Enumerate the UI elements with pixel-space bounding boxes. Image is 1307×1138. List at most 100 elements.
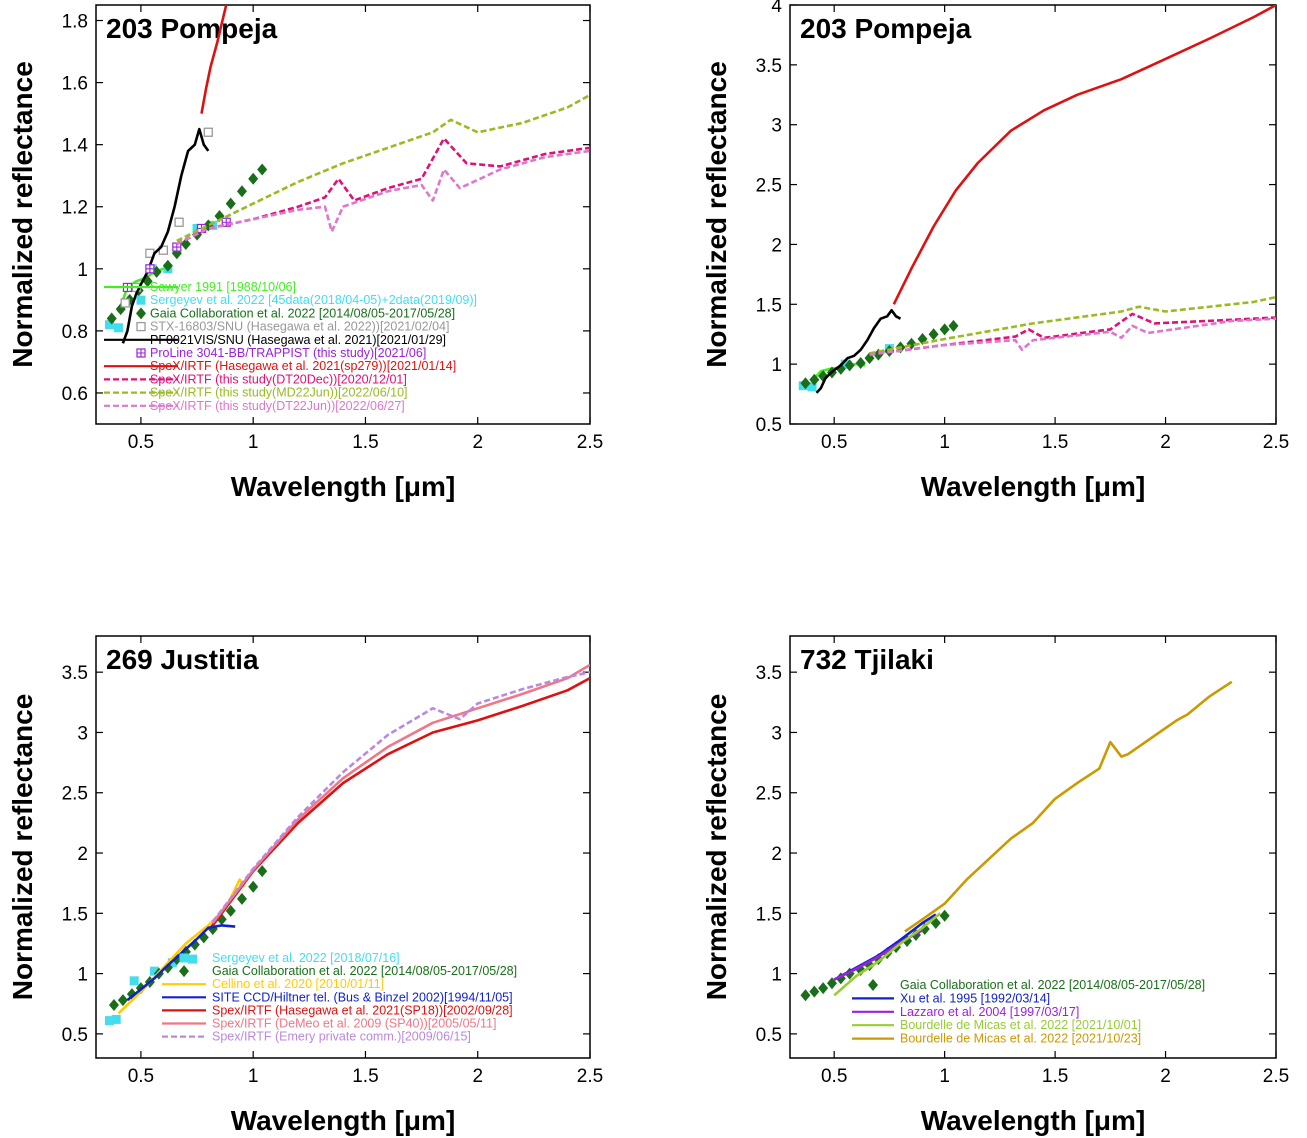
y-tick-label: 1 (77, 965, 88, 986)
legend-entry: STX-16803/SNU (Hasegawa et al. 2022))[20… (150, 320, 449, 334)
y-tick-label: 0.6 (62, 384, 88, 405)
data-point (919, 922, 930, 935)
data-point (225, 904, 236, 917)
data-point (800, 989, 811, 1002)
y-tick-label: 1.6 (62, 74, 88, 95)
plot-frame (95, 635, 591, 1059)
legend-entry: SpeX/IRTF (Hasegawa et al. 2021(sp279))[… (150, 359, 456, 373)
legend-entry: Sawyer 1991 [1988/10/06] (150, 280, 296, 294)
y-axis-label: Normalized reflectance (7, 61, 38, 368)
data-point (162, 259, 173, 272)
series-line (892, 5, 1276, 305)
data-point (818, 982, 829, 995)
series-line (200, 5, 228, 114)
data-point-cross (222, 218, 231, 227)
y-tick-label: 3.5 (756, 56, 782, 77)
data-point (129, 976, 139, 986)
data-point (826, 977, 837, 990)
data-point (807, 382, 817, 392)
x-tick-label: 1 (248, 1066, 259, 1087)
chart-panel-4: 0.5 1 1.5 2 2.5 0.5 1 1.5 2 2.5 3 3.5 Wavelength [μm… (701, 635, 1289, 1136)
legend-marker-cross (137, 349, 145, 357)
data-point-cross (145, 264, 154, 273)
legend-marker (868, 979, 878, 991)
y-tick-label: 0.5 (756, 415, 782, 436)
data-point (188, 954, 198, 964)
plot-area (798, 5, 1276, 394)
x-tick-label: 0.5 (128, 1066, 154, 1087)
data-point (108, 998, 119, 1011)
data-point (248, 172, 259, 185)
x-axis-label: Wavelength [μm] (231, 471, 456, 502)
data-point (113, 323, 123, 333)
data-point (106, 312, 117, 325)
chart-title: 269 Justitia (106, 644, 259, 675)
x-tick-label: 2 (1160, 1066, 1171, 1087)
data-point (257, 163, 268, 176)
data-point (180, 237, 191, 250)
x-axis-label: Wavelength [μm] (921, 1105, 1146, 1136)
x-tick-label: 0.5 (821, 1066, 847, 1087)
data-point-cross (172, 243, 181, 252)
x-tick-label: 0.5 (128, 432, 154, 453)
data-point (149, 966, 159, 976)
legend-entry: SITE CCD/Hiltner tel. (Bus & Binzel 2002… (212, 990, 513, 1004)
y-tick-label: 1.8 (62, 12, 88, 33)
legend-entry: PF0021VIS/SNU (Hasegawa et al. 2021)[202… (150, 333, 446, 347)
data-point (855, 356, 866, 369)
data-point (840, 359, 850, 369)
y-tick-label: 0.5 (756, 1025, 782, 1046)
y-tick-label: 2.5 (756, 784, 782, 805)
y-tick-label: 3 (77, 723, 88, 744)
data-point (104, 1016, 114, 1026)
x-tick-label: 1.5 (352, 1066, 378, 1087)
legend-marker (136, 321, 146, 332)
series-line (869, 317, 1276, 356)
series-line (211, 677, 590, 927)
x-tick-label: 1.5 (1042, 432, 1068, 453)
chart-title: 203 Pompeja (106, 13, 278, 44)
legend-entry: Xu et al. 1995 [1992/03/14] (900, 991, 1050, 1005)
y-axis-label: Normalized reflectance (701, 61, 732, 368)
plot-area (104, 663, 590, 1026)
y-tick-label: 0.8 (62, 322, 88, 343)
x-tick-label: 1.5 (1042, 1066, 1068, 1087)
data-point (248, 880, 259, 893)
legend: Sawyer 1991 [1988/10/06]Sergeyev et al. … (104, 280, 477, 413)
y-tick-label: 4 (771, 0, 782, 17)
x-tick-label: 1.5 (352, 432, 378, 453)
data-point (225, 197, 236, 210)
series-line (833, 912, 942, 997)
data-point (120, 298, 130, 308)
series-line (869, 312, 1276, 356)
plot-frame (95, 4, 591, 425)
legend-entry: Cellino et al. 2020 [2010/01/11] (212, 977, 384, 991)
legend-entry: Gaia Collaboration et al. 2022 [2014/08/… (212, 964, 517, 978)
x-tick-label: 1 (939, 432, 950, 453)
data-point (939, 909, 950, 922)
y-tick-label: 3.5 (62, 663, 88, 684)
x-tick-label: 2 (472, 1066, 483, 1087)
legend-entry: Bourdelle de Micas et al. 2022 [2021/10/… (900, 1032, 1141, 1046)
x-tick-label: 2.5 (1263, 432, 1289, 453)
data-point (928, 328, 939, 341)
data-point (236, 892, 247, 905)
series-line (869, 295, 1276, 355)
y-tick-label: 1.5 (756, 295, 782, 316)
legend-entry: Gaia Collaboration et al. 2022 [2014/08/… (150, 306, 455, 320)
y-tick-label: 1 (77, 260, 88, 281)
y-tick-label: 1.2 (62, 198, 88, 219)
plot-frame (789, 635, 1277, 1059)
plot-frame (789, 4, 1277, 425)
series-line (126, 924, 236, 1002)
y-tick-label: 3.5 (756, 663, 782, 684)
legend: Gaia Collaboration et al. 2022 [2014/08/… (852, 978, 1205, 1046)
y-tick-label: 2 (77, 844, 88, 865)
y-tick-label: 0.5 (62, 1025, 88, 1046)
plot-area (800, 680, 1233, 1002)
y-axis-label: Normalized reflectance (7, 694, 38, 1001)
y-tick-label: 2 (771, 844, 782, 865)
y-tick-label: 1.5 (62, 904, 88, 925)
y-tick-label: 1 (771, 355, 782, 376)
legend-marker (179, 953, 189, 963)
